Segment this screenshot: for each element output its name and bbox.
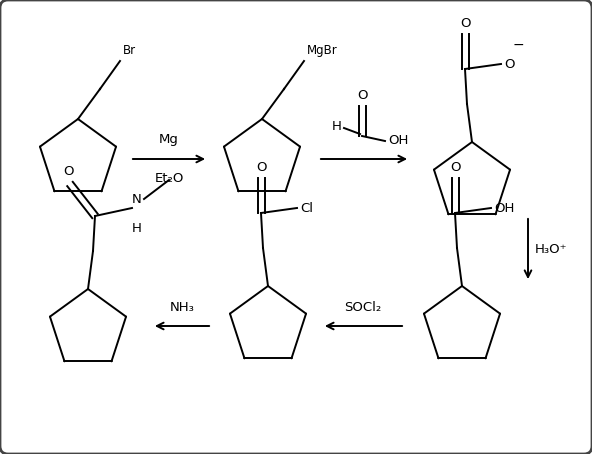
Text: SOCl₂: SOCl₂ xyxy=(345,301,382,314)
Text: O: O xyxy=(450,161,460,174)
Text: O: O xyxy=(504,58,514,70)
Text: O: O xyxy=(256,161,266,174)
Text: OH: OH xyxy=(494,202,514,214)
Text: H: H xyxy=(332,119,342,133)
Text: −: − xyxy=(512,38,524,52)
Text: Cl: Cl xyxy=(300,202,313,214)
Text: Mg: Mg xyxy=(159,133,179,146)
Text: Et₂O: Et₂O xyxy=(155,172,184,185)
Text: MgBr: MgBr xyxy=(307,44,338,57)
Text: Br: Br xyxy=(123,44,136,57)
Text: H: H xyxy=(132,222,142,235)
Text: NH₃: NH₃ xyxy=(169,301,194,314)
Text: N: N xyxy=(132,193,142,206)
Text: O: O xyxy=(63,165,73,178)
Text: O: O xyxy=(357,89,367,102)
Text: O: O xyxy=(460,17,470,30)
Text: H₃O⁺: H₃O⁺ xyxy=(535,242,568,256)
Text: OH: OH xyxy=(388,134,408,148)
